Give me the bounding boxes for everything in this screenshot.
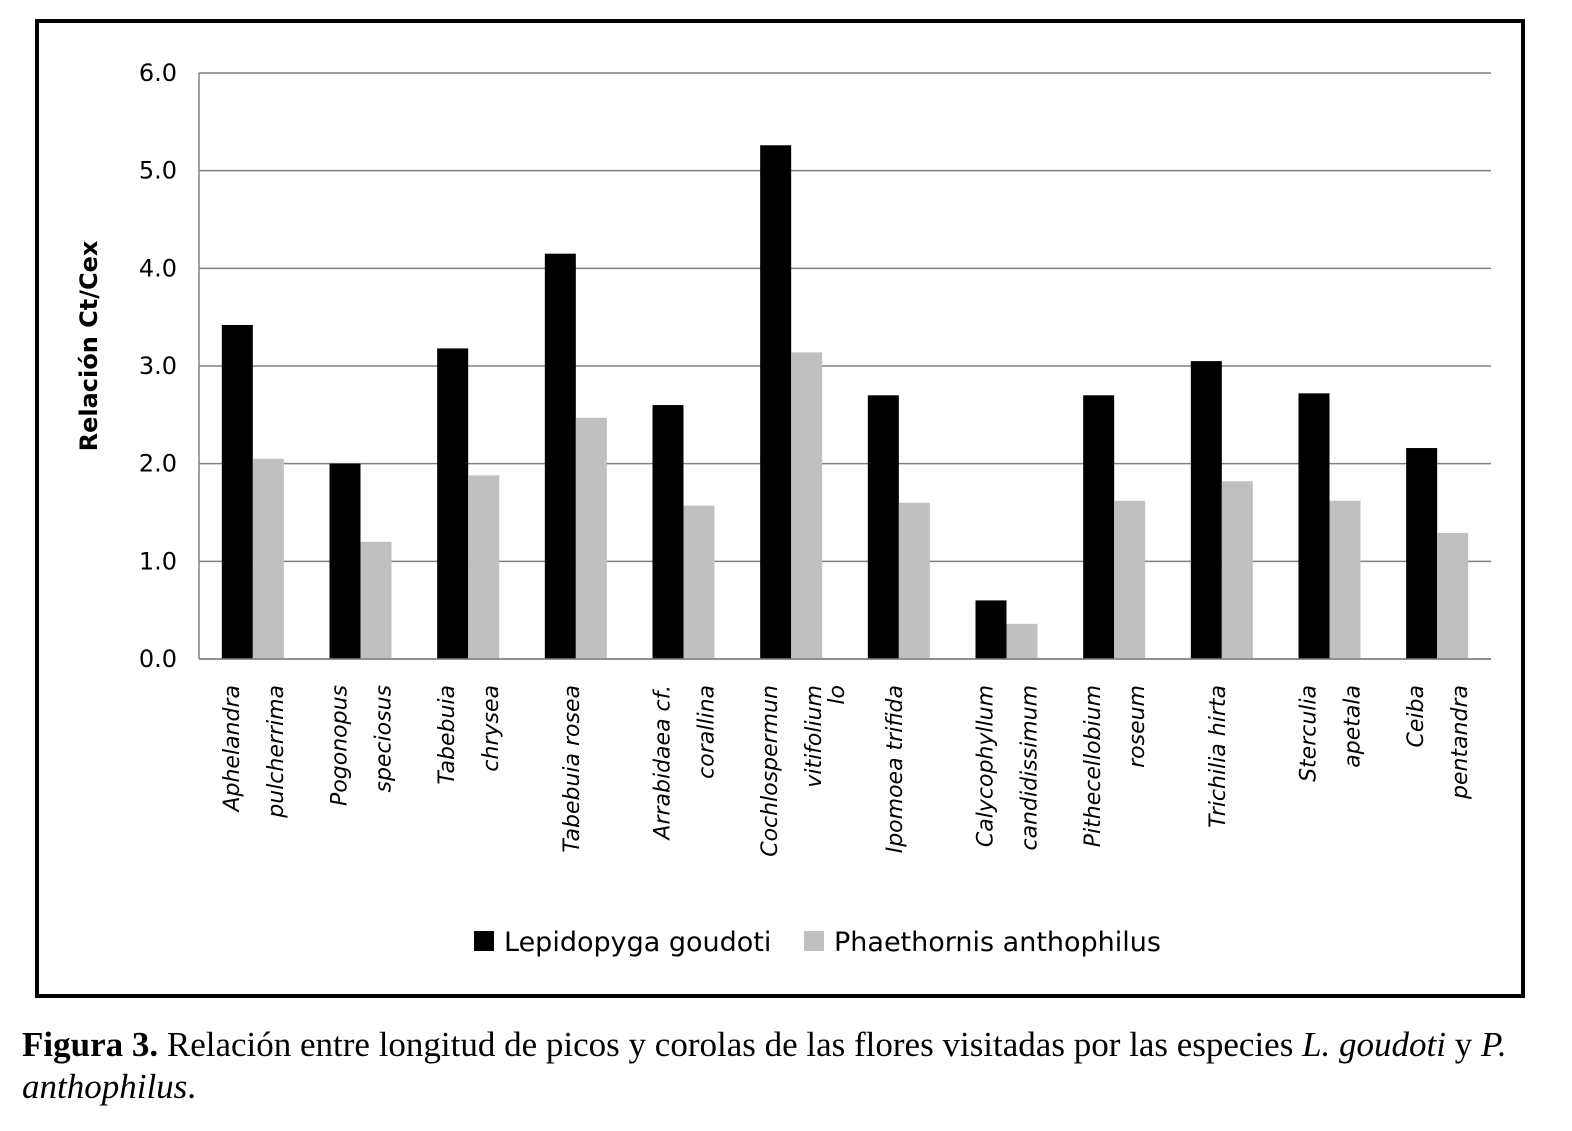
- bar-phaethornis: [683, 505, 715, 659]
- x-tick-label: Ipomoea trifida: [883, 685, 908, 853]
- x-tick-label: Pogonopus: [328, 685, 353, 806]
- x-tick-label: Ceiba: [1404, 685, 1429, 747]
- legend-swatch-phaethornis: [804, 931, 824, 951]
- bar-lepidopyga: [437, 348, 469, 659]
- x-tick-label: candidissimum: [1018, 685, 1043, 851]
- x-tick-label: Cochlospermun: [758, 685, 783, 857]
- bar-phaethornis: [252, 458, 284, 659]
- bar-lepidopyga: [544, 253, 576, 659]
- legend-swatch-lepidopyga: [474, 931, 494, 951]
- x-tick-label: chrysea: [479, 685, 504, 772]
- bar-phaethornis: [575, 417, 607, 659]
- x-tick-label: Pithecellobium: [1081, 685, 1106, 847]
- x-tick-label: pulcherrima: [264, 685, 289, 819]
- caption-text-3: .: [187, 1067, 197, 1106]
- x-tick-label: Tabebuia rosea: [560, 685, 585, 853]
- x-tick-label: pentandra: [1448, 685, 1473, 800]
- x-tick-label: Tabebuia: [435, 685, 460, 785]
- legend-label-lepidopyga: Lepidopyga goudoti: [504, 927, 771, 958]
- caption-text-2: y: [1446, 1025, 1482, 1064]
- x-tick-label: apetala: [1341, 685, 1366, 768]
- bar-lepidopyga: [329, 463, 361, 659]
- caption-species-2: P. anthophilus: [22, 1025, 1507, 1106]
- bar-phaethornis: [1437, 533, 1469, 659]
- bar-lepidopyga: [1190, 361, 1222, 659]
- x-tick-label: Calycophyllum: [974, 685, 999, 847]
- bar-lepidopyga: [1406, 448, 1438, 659]
- bar-chart: 0.0 1.0 2.0 3.0 4.0 5.0 6.0 Relación Ct/Cex Aphe…: [75, 59, 1491, 958]
- legend-label-phaethornis: Phaethornis anthophilus: [834, 927, 1161, 958]
- x-tick-label: Sterculia: [1297, 685, 1322, 782]
- bar-phaethornis: [360, 541, 392, 659]
- caption-label: Figura 3.: [22, 1025, 159, 1064]
- bar-phaethornis: [898, 502, 930, 659]
- y-tick-label: 1.0: [139, 547, 177, 575]
- y-tick-label: 0.0: [139, 645, 177, 673]
- bar-phaethornis: [1006, 623, 1038, 659]
- bar-phaethornis: [1221, 481, 1253, 659]
- y-tick-label: 6.0: [139, 59, 177, 87]
- y-tick-label: 2.0: [139, 450, 177, 478]
- figure-caption: Figura 3. Relación entre longitud de pic…: [22, 1024, 1562, 1108]
- bar-lepidopyga: [1298, 393, 1330, 659]
- bar-phaethornis: [1329, 500, 1361, 659]
- bar-lepidopyga: [760, 145, 792, 660]
- y-tick-label: 4.0: [139, 254, 177, 282]
- y-tick-label: 3.0: [139, 352, 177, 380]
- x-tick-label: Arrabidaea cf.: [651, 685, 676, 842]
- bar-lepidopyga: [1083, 395, 1115, 659]
- caption-text-1: Relación entre longitud de picos y corol…: [158, 1025, 1303, 1064]
- bar-phaethornis: [468, 475, 500, 659]
- y-tick-label: 5.0: [139, 157, 177, 185]
- x-tick-label: Trichilia hirta: [1206, 685, 1231, 828]
- x-tick-label: speciosus: [372, 685, 397, 793]
- x-tick-label: corallina: [695, 685, 720, 779]
- stray-label: lo: [825, 685, 850, 705]
- bar-phaethornis: [1114, 500, 1146, 659]
- bar-lepidopyga: [975, 600, 1007, 659]
- bar-lepidopyga: [867, 395, 899, 659]
- x-tick-label: Aphelandra: [220, 685, 245, 814]
- bar-phaethornis: [791, 352, 823, 659]
- bar-lepidopyga: [652, 405, 684, 659]
- y-axis-title: Relación Ct/Cex: [75, 240, 103, 451]
- bar-lepidopyga: [221, 324, 253, 659]
- chart-frame: 0.0 1.0 2.0 3.0 4.0 5.0 6.0 Relación Ct/Cex Aphe…: [35, 19, 1525, 998]
- x-tick-label: vitifolium: [802, 685, 827, 788]
- x-tick-label: roseum: [1125, 685, 1150, 768]
- caption-species-1: L. goudoti: [1302, 1025, 1447, 1064]
